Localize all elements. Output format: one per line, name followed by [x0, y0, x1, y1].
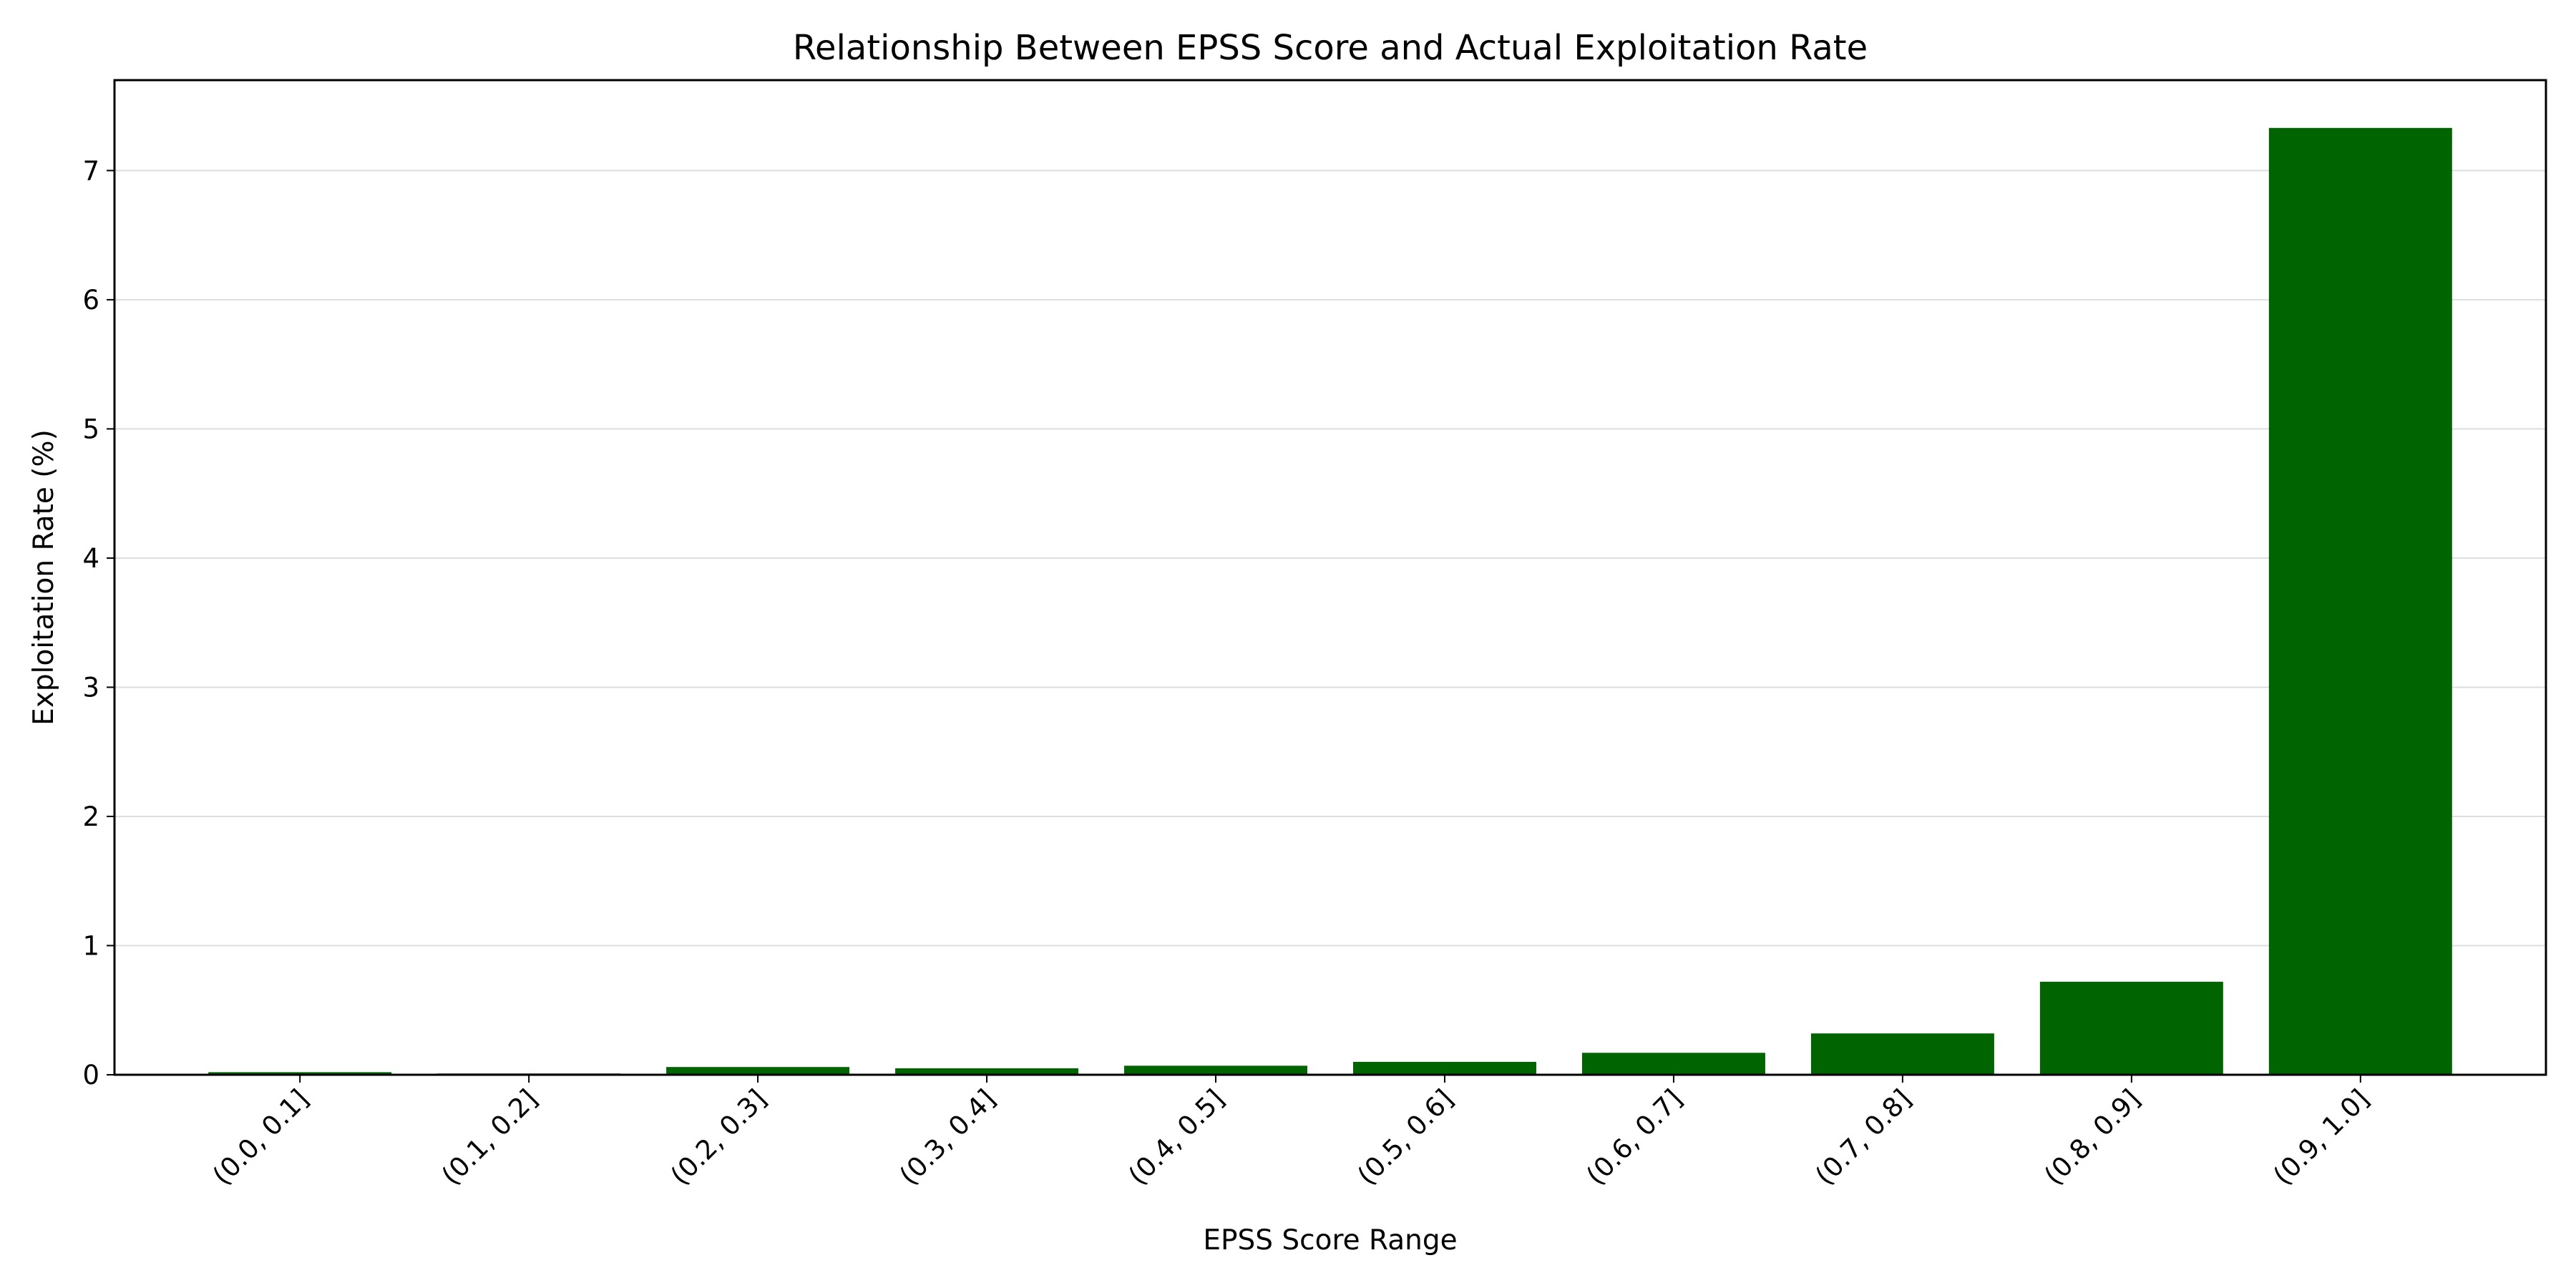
chart-title: Relationship Between EPSS Score and Actu… [793, 28, 1868, 68]
x-axis-label: EPSS Score Range [1203, 1224, 1457, 1257]
y-tick-label: 5 [82, 414, 99, 444]
bar-8 [2039, 982, 2223, 1075]
y-tick-label: 4 [82, 543, 99, 574]
y-tick-label: 1 [82, 930, 99, 961]
y-tick-label: 3 [82, 672, 99, 703]
bar-3 [895, 1068, 1079, 1075]
x-tick-label: (0.3, 0.4] [894, 1083, 1002, 1191]
bar-0 [208, 1072, 392, 1075]
x-tick-label: (0.7, 0.8] [1810, 1083, 1918, 1191]
y-tick-label: 2 [82, 801, 99, 832]
y-axis-ticks: 0 1 2 3 4 5 6 7 [82, 155, 114, 1091]
bar-7 [1810, 1033, 1994, 1075]
y-tick-label: 0 [82, 1060, 99, 1091]
plot-frame [113, 79, 2547, 1076]
x-axis-ticks: (0.0, 0.1] (0.1, 0.2] (0.2, 0.3] (0.3, 0.4]… [207, 1075, 2375, 1191]
grid-lines [114, 170, 2546, 1075]
bar-9 [2268, 127, 2452, 1075]
y-tick-label: 7 [82, 155, 99, 186]
y-axis-label: Exploitation Rate (%) [28, 429, 60, 726]
bar-6 [1581, 1053, 1765, 1075]
bars [208, 127, 2452, 1075]
y-tick-label: 6 [82, 285, 99, 316]
x-tick-label: (0.4, 0.5] [1123, 1083, 1231, 1191]
bar-2 [666, 1067, 850, 1075]
x-tick-label: (0.0, 0.1] [207, 1083, 315, 1191]
bar-5 [1352, 1061, 1536, 1075]
x-tick-label: (0.2, 0.3] [665, 1083, 773, 1191]
x-tick-label: (0.8, 0.9] [2039, 1083, 2147, 1191]
x-tick-label: (0.6, 0.7] [1581, 1083, 1689, 1191]
bar-4 [1124, 1065, 1308, 1075]
x-tick-label: (0.1, 0.2] [436, 1083, 544, 1191]
x-tick-label: (0.5, 0.6] [1352, 1083, 1460, 1191]
x-tick-label: (0.9, 1.0] [2268, 1083, 2376, 1191]
